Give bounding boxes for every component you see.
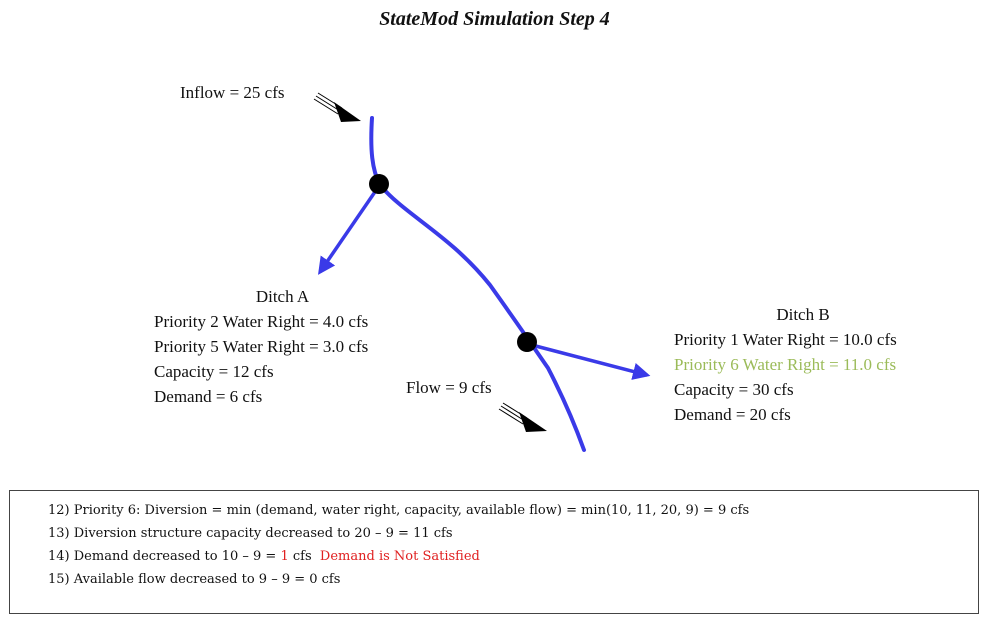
flow-label: Flow = 9 cfs bbox=[406, 378, 492, 397]
step-14-unit: cfs bbox=[288, 549, 312, 564]
demand-not-satisfied-note: Demand is Not Satisfied bbox=[319, 549, 480, 564]
steps-box: 12) Priority 6: Diversion = min (demand,… bbox=[9, 490, 979, 614]
ditch-b-line: Capacity = 30 cfs bbox=[674, 380, 794, 399]
step-15: 15) Available flow decreased to 9 – 9 = … bbox=[48, 572, 341, 587]
step-14: 14) Demand decreased to 10 – 9 = 1 cfs D… bbox=[48, 545, 749, 568]
diagram-title: StateMod Simulation Step 4 bbox=[379, 8, 610, 30]
ditch-b-line: Priority 1 Water Right = 10.0 cfs bbox=[674, 330, 897, 349]
steps-list: 12) Priority 6: Diversion = min (demand,… bbox=[48, 499, 749, 591]
ditch-a-line: Demand = 6 cfs bbox=[154, 387, 263, 406]
step-14-value: 1 bbox=[280, 549, 289, 564]
inflow-label: Inflow = 25 cfs bbox=[180, 83, 285, 102]
step-12: 12) Priority 6: Diversion = min (demand,… bbox=[48, 503, 750, 518]
step-13: 13) Diversion structure capacity decreas… bbox=[48, 526, 453, 541]
ditch-b-line: Demand = 20 cfs bbox=[674, 405, 791, 424]
step-14-text: 14) Demand decreased to 10 – 9 = bbox=[48, 549, 281, 564]
flow-arrow bbox=[498, 402, 547, 432]
ditch-b-name: Ditch B bbox=[776, 305, 830, 324]
node-ditch-a bbox=[369, 174, 389, 194]
ditch-a-branch bbox=[318, 185, 381, 275]
river-network-diagram bbox=[313, 92, 651, 452]
ditch-a-info: Ditch A Priority 2 Water Right = 4.0 cfs… bbox=[154, 284, 411, 409]
ditch-b-line-highlighted: Priority 6 Water Right = 11.0 cfs bbox=[674, 355, 897, 374]
ditch-a-line: Priority 5 Water Right = 3.0 cfs bbox=[154, 337, 369, 356]
ditch-a-name: Ditch A bbox=[255, 287, 310, 306]
node-ditch-b bbox=[517, 332, 537, 352]
ditch-b-info: Ditch B Priority 1 Water Right = 10.0 cf… bbox=[674, 302, 932, 427]
inflow-arrow bbox=[313, 92, 361, 122]
ditch-a-line: Capacity = 12 cfs bbox=[154, 362, 274, 381]
ditch-a-line: Priority 2 Water Right = 4.0 cfs bbox=[154, 312, 369, 331]
ditch-b-branch bbox=[527, 342, 651, 380]
